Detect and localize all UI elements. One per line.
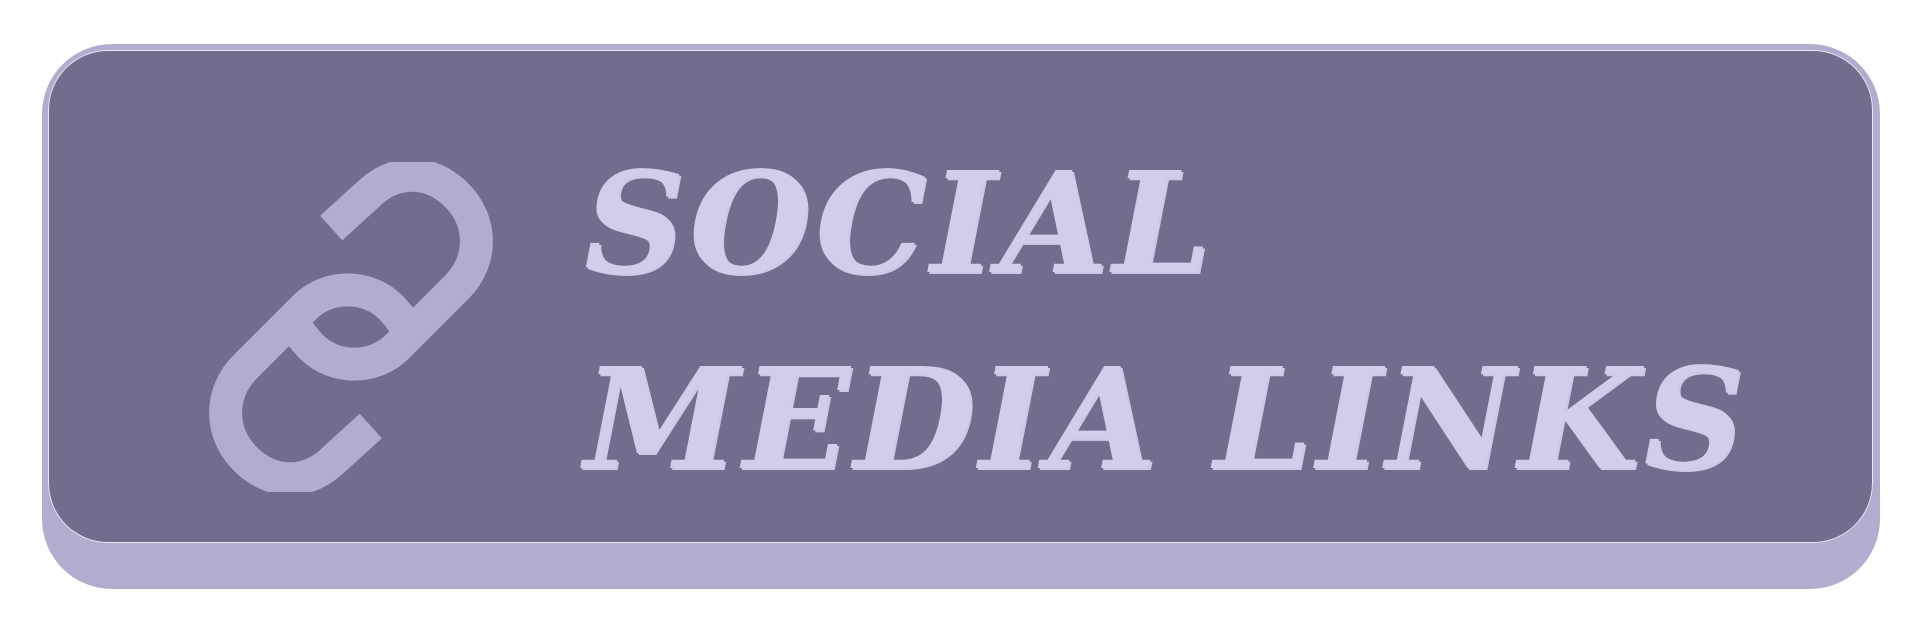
button-label-line-1: SOCIAL (584, 142, 1216, 306)
chain-link-icon (209, 162, 493, 492)
button-label-line-2: MEDIA LINKS (584, 338, 1749, 502)
button-label: SOCIAL MEDIA LINKS (584, 126, 1749, 518)
social-media-links-button[interactable]: SOCIAL MEDIA LINKS (42, 44, 1880, 589)
button-face[interactable]: SOCIAL MEDIA LINKS (48, 50, 1873, 543)
